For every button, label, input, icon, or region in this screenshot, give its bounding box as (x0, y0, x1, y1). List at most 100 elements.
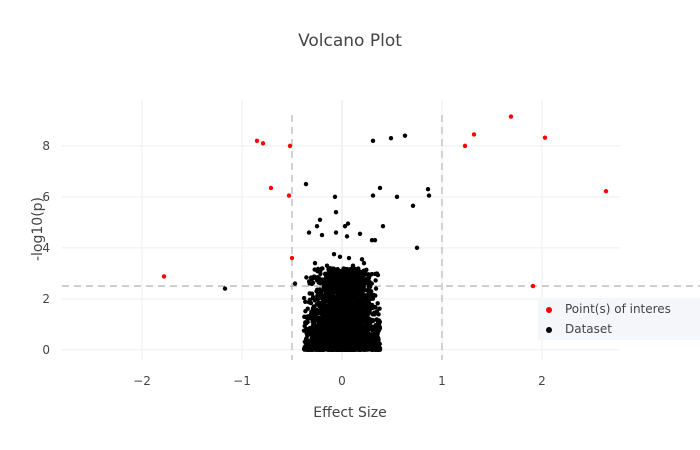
highlight-point (161, 274, 167, 279)
highlight-point (289, 255, 295, 261)
dataset-point (336, 325, 341, 330)
dataset-point (342, 223, 348, 229)
dataset-point (325, 278, 330, 283)
y-tick-label: 8 (42, 139, 50, 153)
dataset-point (332, 336, 337, 342)
dataset-point (329, 336, 334, 342)
dataset-point (316, 280, 321, 285)
dataset-point (316, 317, 322, 322)
dataset-point (367, 321, 373, 327)
dataset-point (311, 347, 317, 352)
dataset-point (325, 305, 330, 310)
dataset-point (369, 237, 375, 243)
dataset-point (364, 280, 369, 286)
dataset-point (367, 292, 372, 297)
dataset-point (305, 306, 310, 311)
dataset-point (312, 317, 318, 322)
dataset-point (373, 286, 379, 291)
dataset-point (319, 306, 324, 311)
dataset-point (327, 294, 332, 299)
dataset-point (321, 312, 327, 318)
dataset-point (355, 293, 360, 299)
dataset-point (317, 217, 323, 223)
dataset-point (349, 313, 354, 318)
dataset-point (321, 346, 327, 352)
dataset-point (370, 296, 376, 301)
dataset-point (344, 234, 350, 239)
dataset-point (347, 273, 353, 278)
dataset-point (388, 136, 394, 141)
dataset-point (345, 300, 350, 305)
dataset-point (357, 289, 363, 295)
highlight-point (254, 138, 260, 143)
dataset-point (348, 284, 354, 290)
dataset-point (292, 281, 298, 286)
dataset-point (319, 331, 325, 336)
dataset-point (309, 291, 315, 296)
legend-item-points-of-interest[interactable]: Point(s) of interes (546, 300, 671, 318)
dataset-point (341, 289, 346, 295)
dataset-point (333, 313, 338, 318)
dataset-point (348, 294, 354, 300)
dataset-point (333, 230, 339, 235)
dataset-point (375, 301, 380, 306)
dataset-point (331, 290, 336, 295)
dataset-point (353, 298, 358, 303)
y-tick-label: 2 (42, 292, 50, 306)
points-layer (161, 114, 609, 353)
x-tick-label: 0 (338, 374, 346, 388)
dataset-point (314, 223, 320, 229)
dataset-point (337, 305, 342, 310)
dataset-point (321, 317, 326, 322)
dataset-point (307, 314, 313, 320)
dataset-point (343, 304, 348, 309)
dataset-point (338, 313, 344, 318)
dataset-point (376, 338, 381, 344)
dataset-point (307, 297, 312, 303)
dataset-point (365, 340, 370, 346)
legend-item-dataset[interactable]: Dataset (546, 320, 612, 338)
dataset-point (333, 273, 338, 278)
highlight-point (471, 132, 477, 137)
dataset-point (328, 286, 334, 291)
dataset-point (329, 298, 334, 303)
dataset-point (353, 346, 359, 351)
legend-label-points-of-interest: Point(s) of interes (565, 302, 671, 316)
dataset-point (327, 290, 332, 295)
dataset-point (319, 232, 325, 238)
dataset-point (331, 332, 336, 338)
dataset-point (354, 290, 359, 295)
dataset-point (360, 319, 365, 325)
dataset-point (312, 260, 318, 266)
dataset-point (341, 315, 347, 320)
dataset-point (336, 269, 341, 274)
dataset-point (330, 281, 335, 287)
dataset-point (376, 321, 382, 326)
dataset-point (364, 267, 369, 273)
dataset-point (343, 295, 348, 301)
dataset-point (360, 286, 366, 292)
chart-title: Volcano Plot (298, 31, 402, 51)
dataset-point (332, 320, 338, 326)
dataset-point (361, 260, 367, 266)
dataset-point (323, 326, 328, 332)
dataset-point (374, 345, 379, 350)
dataset-point (353, 281, 359, 286)
dataset-point (363, 346, 369, 352)
dataset-point (350, 307, 356, 313)
dataset-point (306, 329, 312, 335)
x-axis-label: Effect Size (313, 405, 387, 421)
dataset-point (328, 323, 334, 329)
dataset-point (325, 345, 331, 350)
dataset-point (222, 286, 228, 291)
dataset-point (372, 328, 378, 333)
dataset-point (312, 267, 317, 272)
highlight-point (268, 185, 274, 191)
dataset-point (351, 339, 357, 345)
dataset-point (337, 254, 343, 259)
dataset-point (329, 270, 335, 276)
dataset-point (357, 311, 362, 317)
dataset-point (324, 263, 330, 268)
dataset-point (310, 296, 316, 301)
